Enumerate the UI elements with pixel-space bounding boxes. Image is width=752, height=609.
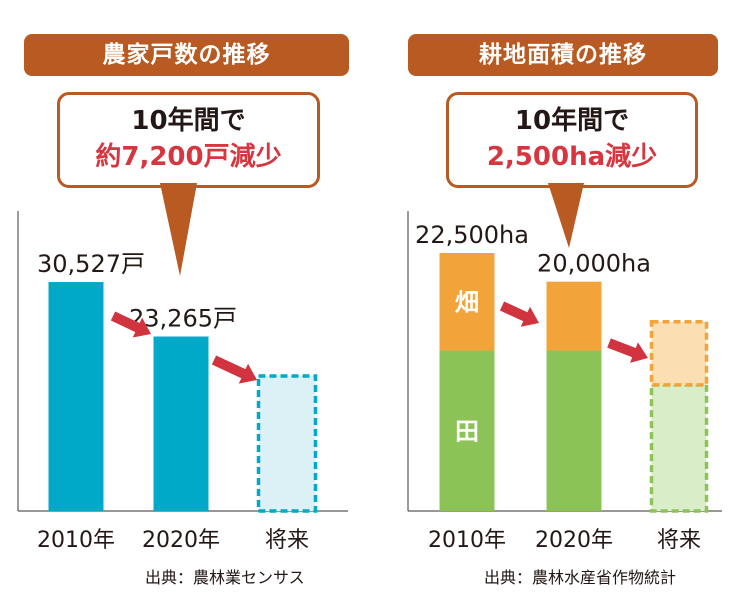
x-tick-label: 将来 <box>657 528 701 553</box>
source-note: 出典：農林水産省作物統計 <box>484 568 677 587</box>
farm-households-panel: 農家戸数の推移 10年間で 約7,200戸減少 30,527戸 2010年 23,2… <box>17 34 349 587</box>
bar-segment <box>439 350 495 511</box>
farm-households-title: 農家戸数の推移 <box>24 34 349 76</box>
bar-segment <box>546 350 602 511</box>
x-tick-label: 将来 <box>265 528 309 553</box>
trend-arrow-icon <box>110 311 151 338</box>
bar-segment <box>439 253 495 351</box>
farm-households-callout: 10年間で 約7,200戸減少 <box>57 92 320 188</box>
trend-arrow-icon <box>211 355 257 384</box>
segment-label: 田 <box>455 418 479 446</box>
data-label: 20,000ha <box>537 250 651 278</box>
x-tick-label: 2010年 <box>37 528 115 553</box>
source-note: 出典：農林業センサス <box>145 568 305 587</box>
callout-decrease-text: 2,500ha減少 <box>486 142 658 172</box>
x-tick-label: 2020年 <box>535 528 613 553</box>
callout-period-text: 10年間で <box>131 106 246 136</box>
bar <box>153 336 209 511</box>
bar-segment-projected <box>649 383 709 513</box>
data-label: 30,527戸 <box>37 250 145 278</box>
trend-arrow-icon <box>499 301 539 327</box>
x-tick-label: 2010年 <box>428 528 506 553</box>
farmland-area-panel: 耕地面積の推移 10年間で 2,500ha減少 田 畑 22,500ha 2010年 2… <box>376 0 752 609</box>
bar-projected <box>256 374 318 513</box>
trend-arrow-icon <box>607 338 648 363</box>
callout-decrease-text: 約7,200戸減少 <box>95 142 282 172</box>
bar <box>48 282 104 511</box>
bar-segment <box>546 281 602 351</box>
farmland-area-chart: 田 畑 22,500ha 2010年 20,000ha 2020年 将来 <box>407 211 722 553</box>
bar-segment-projected <box>649 320 709 387</box>
data-label: 22,500ha <box>415 221 529 249</box>
x-tick-label: 2020年 <box>142 528 220 553</box>
segment-label: 畑 <box>455 289 479 317</box>
farmland-area-callout: 10年間で 2,500ha減少 <box>446 92 698 188</box>
callout-period-text: 10年間で <box>514 106 630 136</box>
farmland-area-title: 耕地面積の推移 <box>408 34 718 76</box>
